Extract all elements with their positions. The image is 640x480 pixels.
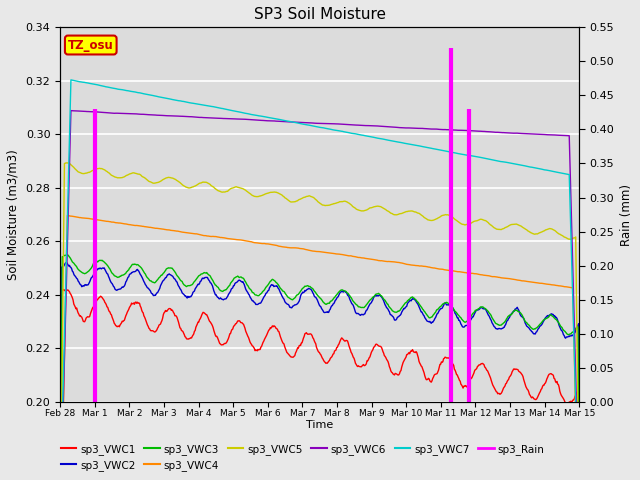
sp3_VWC4 [120, 221, 127, 227]
sp3_VWC4 [383, 259, 391, 264]
sp3_VWC3 [383, 301, 391, 307]
sp3_VWC5 [399, 210, 406, 216]
sp3_VWC6 [173, 113, 180, 119]
sp3_VWC2 [63, 260, 70, 265]
Line: sp3_VWC6: sp3_VWC6 [60, 110, 579, 480]
sp3_VWC5 [383, 208, 391, 214]
Y-axis label: Soil Moisture (m3/m3): Soil Moisture (m3/m3) [7, 149, 20, 280]
sp3_VWC7 [399, 140, 406, 146]
sp3_VWC2 [67, 264, 74, 270]
sp3_VWC7 [67, 77, 75, 83]
sp3_VWC5 [67, 161, 74, 167]
Line: sp3_VWC5: sp3_VWC5 [60, 163, 579, 480]
Line: sp3_VWC4: sp3_VWC4 [60, 216, 579, 480]
sp3_VWC1 [120, 318, 127, 324]
sp3_VWC6 [200, 115, 207, 120]
sp3_VWC1 [173, 313, 180, 319]
sp3_VWC6 [67, 108, 75, 113]
sp3_VWC5 [120, 174, 127, 180]
sp3_VWC6 [399, 125, 406, 131]
sp3_VWC1 [383, 358, 391, 363]
sp3_VWC2 [575, 474, 583, 480]
sp3_VWC4 [173, 228, 180, 234]
sp3_VWC2 [173, 278, 180, 284]
sp3_VWC1 [200, 310, 207, 315]
sp3_VWC2 [383, 305, 391, 311]
Line: sp3_VWC2: sp3_VWC2 [60, 263, 579, 480]
sp3_VWC3 [63, 252, 71, 258]
sp3_VWC6 [66, 163, 74, 168]
sp3_VWC3 [120, 272, 127, 278]
sp3_VWC4 [200, 233, 207, 239]
sp3_VWC5 [63, 160, 71, 166]
Title: SP3 Soil Moisture: SP3 Soil Moisture [253, 7, 386, 22]
sp3_VWC2 [120, 284, 127, 289]
Legend: sp3_VWC1, sp3_VWC2, sp3_VWC3, sp3_VWC4, sp3_VWC5, sp3_VWC6, sp3_VWC7, sp3_Rain: sp3_VWC1, sp3_VWC2, sp3_VWC3, sp3_VWC4, … [56, 439, 549, 475]
sp3_VWC2 [399, 308, 406, 314]
Text: TZ_osu: TZ_osu [68, 38, 114, 51]
sp3_VWC3 [399, 304, 406, 310]
sp3_VWC5 [200, 179, 207, 185]
sp3_VWC7 [120, 87, 127, 93]
Line: sp3_VWC3: sp3_VWC3 [60, 255, 579, 480]
sp3_VWC1 [399, 362, 406, 368]
Line: sp3_VWC1: sp3_VWC1 [60, 289, 579, 480]
sp3_VWC3 [67, 255, 74, 261]
sp3_VWC7 [173, 97, 180, 103]
sp3_VWC1 [67, 290, 74, 296]
sp3_VWC2 [200, 276, 207, 281]
Y-axis label: Rain (mm): Rain (mm) [620, 183, 633, 246]
sp3_VWC1 [60, 287, 68, 292]
sp3_VWC4 [63, 213, 71, 218]
sp3_VWC3 [173, 272, 180, 277]
X-axis label: Time: Time [306, 420, 333, 430]
sp3_VWC7 [383, 137, 391, 143]
sp3_VWC7 [66, 134, 74, 140]
sp3_VWC3 [200, 270, 207, 276]
sp3_VWC4 [399, 260, 406, 266]
sp3_VWC6 [383, 124, 391, 130]
sp3_VWC7 [200, 102, 207, 108]
sp3_VWC6 [120, 110, 127, 116]
sp3_VWC5 [173, 177, 180, 183]
sp3_VWC4 [67, 213, 74, 219]
Line: sp3_VWC7: sp3_VWC7 [60, 80, 579, 480]
